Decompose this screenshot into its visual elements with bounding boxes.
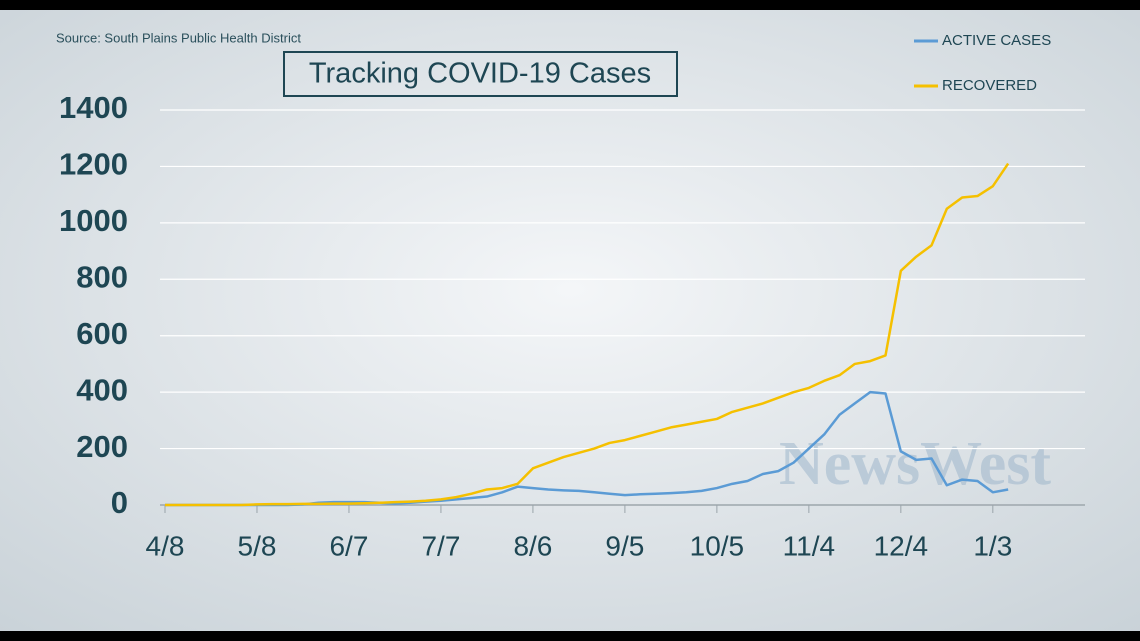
y-tick-label: 400: [76, 372, 128, 407]
x-tick-label: 12/4: [874, 530, 929, 561]
y-tick-label: 600: [76, 316, 128, 351]
series-line: [165, 162, 1010, 507]
x-tick-label: 11/4: [783, 530, 835, 561]
bottom-band: [0, 631, 1140, 641]
x-tick-label: 10/5: [690, 530, 745, 561]
background: [0, 10, 1140, 631]
legend-label: ACTIVE CASES: [942, 32, 1051, 49]
top-band: [0, 0, 1140, 10]
title-box: [283, 51, 678, 97]
y-tick-label: 1200: [59, 147, 128, 182]
y-tick-label: 1400: [59, 90, 128, 125]
x-tick-label: 5/8: [238, 530, 277, 561]
watermark: NewsWest: [779, 430, 1051, 498]
y-tick-label: 800: [76, 259, 128, 294]
chart-title: Tracking COVID-19 Cases: [309, 58, 651, 90]
source: Source: South Plains Public Health Distr…: [56, 30, 301, 45]
x-tick-label: 8/6: [513, 530, 552, 561]
x-tick-label: 4/8: [146, 530, 185, 561]
x-tick-label: 9/5: [605, 530, 644, 561]
y-tick-label: 0: [111, 485, 128, 520]
legend-label: RECOVERED: [942, 77, 1037, 94]
y-tick-label: 1000: [59, 203, 128, 238]
x-tick-label: 7/7: [421, 530, 460, 561]
x-tick-label: 6/7: [329, 530, 368, 561]
y-tick-label: 200: [76, 429, 128, 464]
x-tick-label: 1/3: [973, 530, 1012, 561]
